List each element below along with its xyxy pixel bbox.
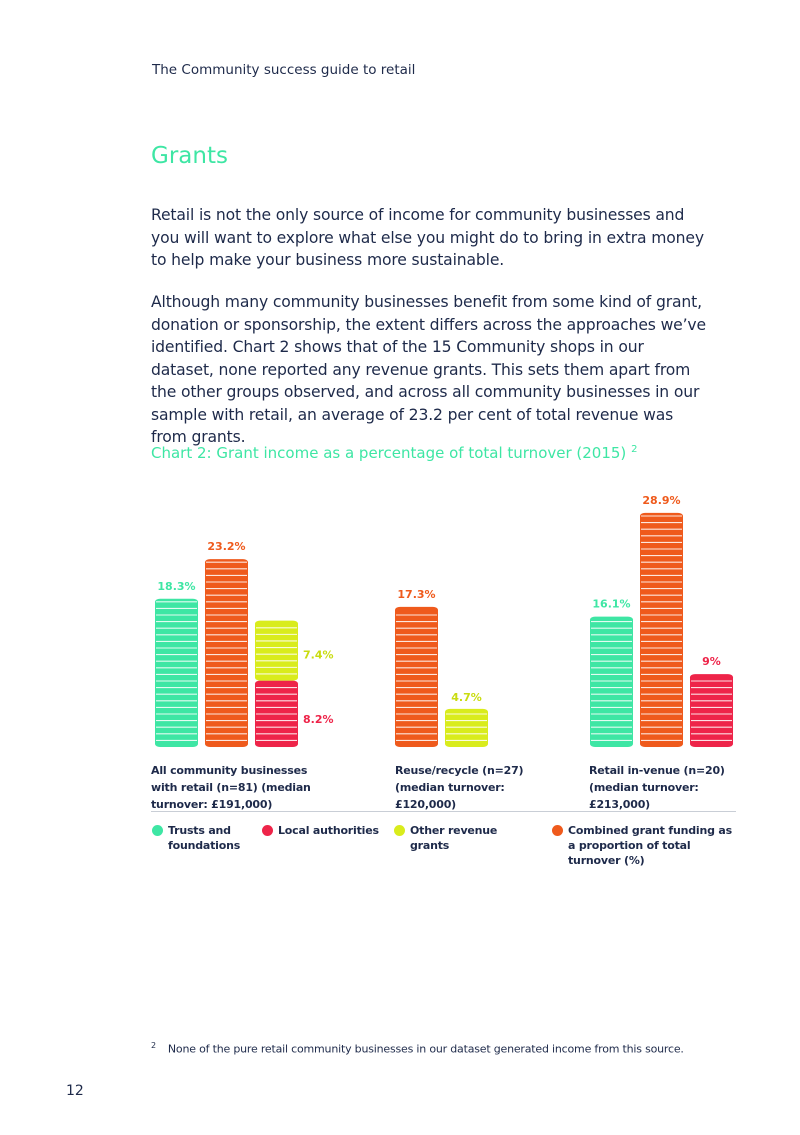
bar-segment <box>255 620 298 681</box>
legend-trusts-label: Trusts and foundations <box>168 824 241 852</box>
legend-divider <box>151 811 736 812</box>
bar-segment <box>640 512 683 747</box>
data-label-combined-g2: 28.9% <box>642 494 680 507</box>
footnote: 2 None of the pure retail community busin… <box>151 1041 684 1056</box>
section-title: Grants <box>151 143 228 169</box>
bar-local-g0 <box>255 680 298 747</box>
chart-title-footnote-ref: 2 <box>631 444 638 455</box>
legend-other-label: Other revenue grants <box>410 824 498 852</box>
bar-combined-g1 <box>395 606 438 747</box>
page-number: 12 <box>66 1083 84 1099</box>
grant-income-chart: 18.3% 23.2% 8.2% 7.4% 17.3% 4.7% 16.1% 28.9% 9% <box>155 494 733 747</box>
legend-local-label: Local authorities <box>278 824 379 837</box>
paragraph-intro: Retail is not the only source of income … <box>151 206 704 269</box>
legend-local-swatch <box>262 825 273 836</box>
bar-segment <box>690 674 733 747</box>
footnote-marker: 2 <box>151 1041 156 1050</box>
bar-trusts-g0 <box>155 598 198 747</box>
legend-combined-label: Combined grant funding as a proportion o… <box>568 824 732 867</box>
bar-local-g2 <box>690 674 733 747</box>
legend-combined: Combined grant funding as a proportion o… <box>552 823 732 868</box>
data-label-trusts-g0: 18.3% <box>157 580 195 593</box>
bar-segment <box>445 708 488 747</box>
data-label-other-g0: 7.4% <box>303 649 334 662</box>
legend-trusts: Trusts and foundations <box>152 823 252 853</box>
data-label-local-g2: 9% <box>702 655 721 668</box>
chart-title-text: Chart 2: Grant income as a percentage of… <box>151 444 627 462</box>
data-label-local-g0: 8.2% <box>303 713 334 726</box>
footnote-text: None of the pure retail community busine… <box>167 1042 684 1056</box>
bar-other-g0 <box>255 620 298 681</box>
running-head: The Community success guide to retail <box>152 62 416 78</box>
bar-segment <box>155 598 198 747</box>
legend-other: Other revenue grants <box>394 823 534 853</box>
legend-trusts-swatch <box>152 825 163 836</box>
legend-combined-swatch <box>552 825 563 836</box>
data-label-other-g1: 4.7% <box>451 691 482 704</box>
group-label-all-community: All community businesses with retail (n=… <box>151 764 311 811</box>
bar-combined-g0 <box>205 559 248 747</box>
legend-other-swatch <box>394 825 405 836</box>
bar-other-g1 <box>445 708 488 747</box>
chart-title: Chart 2: Grant income as a percentage of… <box>151 444 637 462</box>
legend-local: Local authorities <box>262 823 382 838</box>
bar-trusts-g2 <box>590 616 633 747</box>
group-label-reuse-recycle: Reuse/recycle (n=27) (median turnover: £… <box>395 764 524 811</box>
paragraph-grants: Although many community businesses benef… <box>151 293 706 446</box>
bar-segment <box>205 559 248 747</box>
data-label-combined-g1: 17.3% <box>397 588 435 601</box>
group-label-retail-in-venue: Retail in-venue (n=20) (median turnover:… <box>589 764 725 811</box>
data-label-combined-g0: 23.2% <box>207 540 245 553</box>
data-label-trusts-g2: 16.1% <box>592 598 630 611</box>
bar-combined-g2 <box>640 512 683 747</box>
